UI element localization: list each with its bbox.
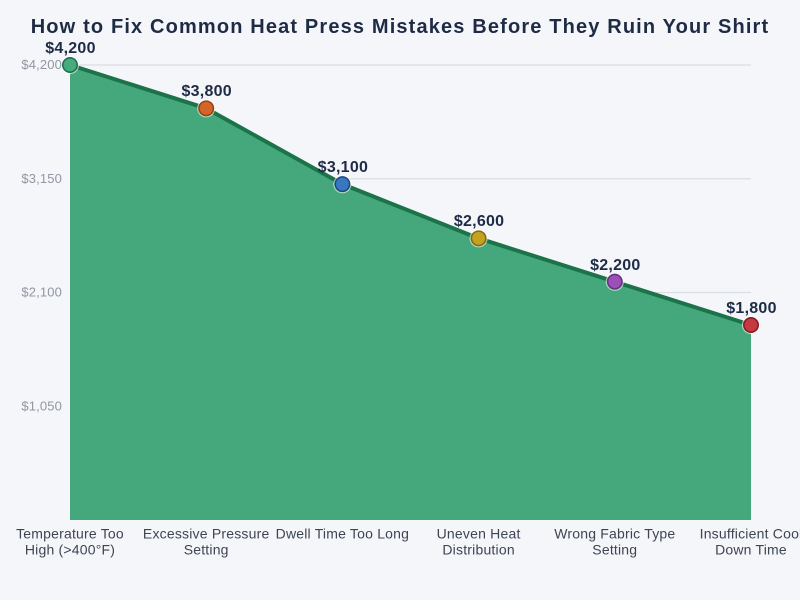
- svg-text:Down Time: Down Time: [715, 542, 787, 558]
- svg-text:$2,600: $2,600: [454, 213, 504, 230]
- svg-text:$4,200: $4,200: [21, 57, 62, 72]
- svg-text:Distribution: Distribution: [442, 542, 514, 558]
- svg-text:Temperature Too: Temperature Too: [16, 526, 124, 542]
- svg-text:$3,100: $3,100: [318, 159, 368, 176]
- svg-text:Uneven Heat: Uneven Heat: [437, 526, 521, 542]
- svg-text:$1,050: $1,050: [21, 398, 62, 413]
- svg-text:Wrong Fabric Type: Wrong Fabric Type: [554, 526, 675, 542]
- svg-text:Setting: Setting: [592, 542, 637, 558]
- svg-text:$3,150: $3,150: [21, 171, 62, 186]
- svg-text:Excessive Pressure: Excessive Pressure: [143, 526, 270, 542]
- svg-text:High (>400°F): High (>400°F): [25, 542, 115, 558]
- svg-text:Setting: Setting: [184, 542, 229, 558]
- svg-text:$4,200: $4,200: [45, 40, 95, 57]
- svg-text:Dwell Time Too Long: Dwell Time Too Long: [276, 526, 410, 542]
- svg-text:Insufficient Cool: Insufficient Cool: [700, 526, 800, 542]
- svg-text:$2,200: $2,200: [590, 257, 640, 274]
- svg-text:$2,100: $2,100: [21, 285, 62, 300]
- svg-text:$1,800: $1,800: [726, 300, 776, 317]
- svg-text:How to Fix Common Heat Press M: How to Fix Common Heat Press Mistakes Be…: [31, 16, 770, 38]
- svg-text:$3,800: $3,800: [181, 83, 231, 100]
